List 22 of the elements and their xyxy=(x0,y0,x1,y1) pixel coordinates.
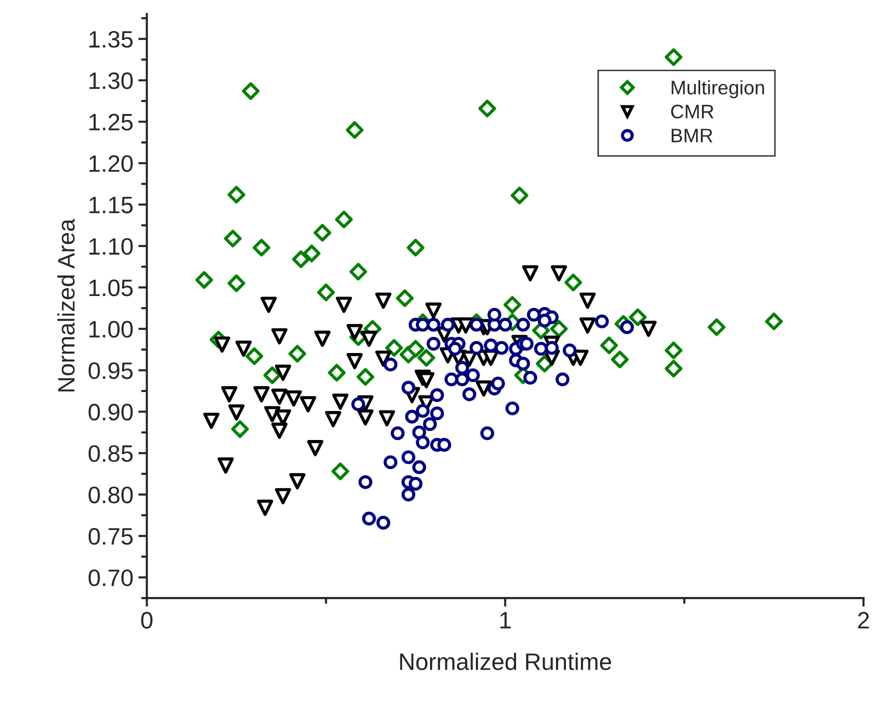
x-tick-label: 1 xyxy=(500,612,511,628)
y-tick-label: 1.10 xyxy=(89,238,133,255)
y-tick-label: 0.70 xyxy=(88,569,133,586)
legend-label: BMR xyxy=(672,128,712,142)
y-tick-label: 1.05 xyxy=(89,280,133,296)
y-tick-label: 0.90 xyxy=(88,404,133,420)
y-tick-label: 1.35 xyxy=(89,30,133,48)
y-tick-label: 1.15 xyxy=(89,196,133,214)
x-axis-title: Normalized Runtime xyxy=(400,652,612,670)
y-tick-label: 0.95 xyxy=(88,362,133,380)
y-tick-label: 1.20 xyxy=(89,155,133,172)
legend-label: Multiregion xyxy=(672,80,764,98)
legend-label: CMR xyxy=(671,104,714,118)
x-tick-label: 0 xyxy=(141,612,152,629)
y-tick-label: 1.00 xyxy=(89,320,133,338)
y-tick-label: 0.85 xyxy=(88,445,133,462)
y-tick-label: 0.75 xyxy=(88,528,133,545)
y-tick-label: 1.25 xyxy=(89,114,133,131)
y-axis-title: Normalized Area xyxy=(57,218,75,392)
y-tick-label: 0.80 xyxy=(88,486,133,504)
y-tick-label: 1.30 xyxy=(89,72,133,90)
x-tick-label: 2 xyxy=(858,612,869,628)
